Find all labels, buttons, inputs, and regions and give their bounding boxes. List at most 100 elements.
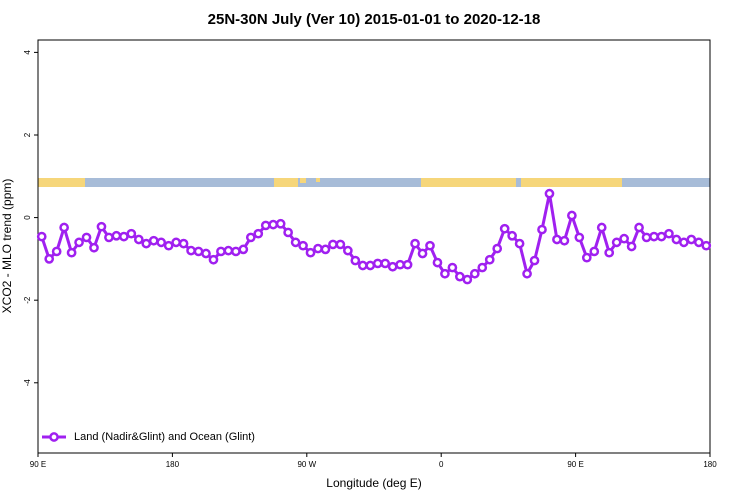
point: [357, 260, 368, 271]
point: [283, 227, 293, 238]
point: [656, 231, 667, 242]
point: [313, 243, 323, 254]
point: [133, 234, 144, 245]
point: [171, 237, 181, 248]
point: [693, 237, 704, 248]
x-tick-label: 180: [166, 460, 180, 469]
point: [619, 233, 629, 244]
point: [664, 228, 674, 239]
x-tick-label: 180: [703, 460, 717, 469]
point: [679, 237, 689, 248]
x-tick-label: 90 E: [567, 460, 583, 469]
chart-title: 25N-30N July (Ver 10) 2015-01-01 to 2020…: [208, 11, 541, 28]
point: [589, 246, 600, 257]
point: [290, 237, 301, 248]
point: [507, 230, 517, 241]
point: [268, 219, 279, 230]
point: [216, 246, 226, 257]
point: [104, 232, 114, 243]
point: [245, 232, 256, 243]
point: [74, 237, 84, 248]
point: [387, 261, 398, 272]
point: [59, 222, 69, 233]
point: [343, 245, 353, 256]
point: [440, 268, 450, 279]
y-tick-label: 4: [23, 50, 32, 55]
point: [335, 239, 346, 250]
point: [260, 220, 271, 231]
point: [410, 238, 420, 249]
point: [253, 228, 264, 239]
point: [275, 218, 286, 229]
legend-marker: [49, 432, 59, 442]
legend-label: Land (Nadir&Glint) and Ocean (Glint): [74, 431, 255, 443]
point: [81, 232, 92, 243]
plot-frame: [37, 39, 711, 454]
point: [156, 237, 167, 248]
point: [499, 223, 510, 234]
point: [372, 258, 383, 269]
point: [44, 254, 55, 264]
x-tick-label: 0: [439, 460, 444, 469]
point: [395, 259, 405, 270]
point: [223, 245, 234, 256]
point: [671, 234, 682, 245]
point: [537, 224, 547, 235]
point: [634, 222, 644, 233]
point: [514, 238, 525, 249]
point: [701, 240, 712, 251]
land-ocean-band: [38, 178, 710, 187]
point: [581, 252, 592, 263]
point: [380, 258, 391, 269]
point: [66, 247, 77, 258]
legend-entry: Land (Nadir&Glint) and Ocean (Glint): [42, 431, 255, 443]
point: [51, 246, 62, 257]
point: [365, 260, 376, 271]
point: [126, 228, 137, 239]
point: [544, 188, 555, 199]
point: [305, 247, 316, 258]
land: [316, 178, 320, 182]
point: [298, 240, 308, 251]
point: [96, 221, 107, 232]
y-tick-label: -4: [23, 379, 32, 387]
point: [178, 238, 189, 249]
point: [567, 210, 577, 221]
point: [111, 230, 122, 241]
point: [328, 239, 338, 250]
point: [141, 238, 152, 249]
point: [417, 248, 428, 259]
point: [484, 254, 495, 265]
point: [402, 259, 413, 270]
point: [455, 271, 465, 282]
point: [559, 235, 570, 246]
x-axis-label: Longitude (deg E): [326, 476, 421, 490]
point: [193, 246, 204, 257]
point: [574, 232, 585, 243]
point: [686, 234, 697, 245]
point: [208, 254, 219, 265]
point: [649, 231, 659, 242]
point: [163, 240, 174, 251]
x-tick-label: 90 E: [30, 460, 46, 469]
y-tick-label: 0: [23, 215, 32, 220]
point: [611, 237, 622, 248]
point: [350, 255, 361, 266]
land: [274, 178, 298, 187]
point: [432, 257, 443, 268]
point: [492, 243, 503, 254]
point: [477, 262, 488, 273]
point: [36, 231, 47, 242]
point: [604, 247, 615, 258]
point: [626, 241, 637, 252]
point: [119, 231, 129, 242]
point: [231, 246, 241, 257]
point: [186, 245, 196, 256]
point: [522, 268, 532, 279]
y-axis-label: XCO2 - MLO trend (ppm): [0, 179, 14, 314]
point: [320, 244, 331, 255]
point: [552, 234, 562, 245]
y-tick-label: 2: [23, 132, 32, 137]
point: [447, 262, 458, 273]
